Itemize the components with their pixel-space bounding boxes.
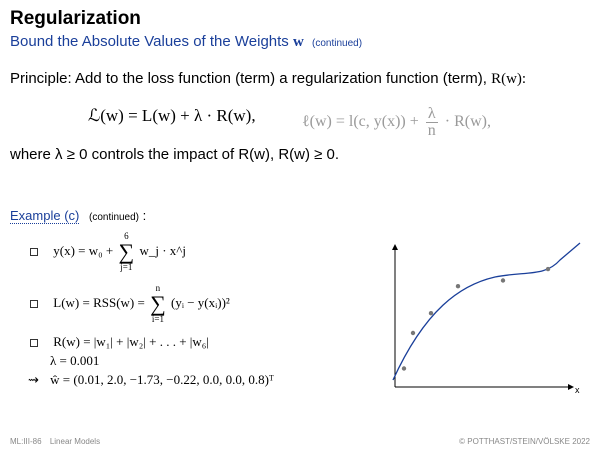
data-point-2 [410,330,416,336]
data-point-5 [500,278,506,283]
data-point-6 [545,266,551,272]
fraction-numerator: λ [425,106,438,123]
sigma-icon: ∑ [150,291,166,316]
slide-title: Regularization [10,8,141,29]
result-line: ⇝ ŵ = (0.01, 2.0, −1.73, −0.22, 0.0, 0.0… [28,372,274,388]
subtitle-text: Bound the Absolute Values of the Weights [10,33,289,50]
list-item-regularizer: R(w) = |w₁| + |w₂| + . . . + |w₆| λ = 0.… [30,334,209,369]
square-bullet-icon [30,339,38,348]
sigma-icon: ∑ [118,239,135,264]
formula-alt-rhs: · R(w), [444,113,491,131]
x-axis-label: x [575,385,580,395]
principle-line: Principle: Add to the loss function (ter… [10,70,526,88]
loss-lhs: L(w) = RSS(w) = [53,294,145,310]
example-note: (continued) [88,212,140,223]
lambda-line: λ = 0.001 [50,353,100,368]
regularizer-line: R(w) = |w₁| + |w₂| + . . . + |w₆| [53,334,209,349]
sum-bottom: j=1 [120,262,133,272]
sum-bottom: i=1 [151,314,164,324]
subtitle-note: (continued) [312,38,363,49]
sum-symbol: n ∑ i=1 [150,284,166,324]
formula-alt: ℓ(w) = l(c, y(x)) + λ n · R(w), [302,106,491,139]
result-weights: ŵ = (0.01, 2.0, −1.73, −0.22, 0.0, 0.0, … [50,372,274,387]
data-point-4 [455,284,461,289]
footer-right: © POTTHAST/STEIN/VÖLSKE 2022 [459,437,590,446]
fitted-curve [392,242,581,381]
regression-plot: x [392,242,581,395]
square-bullet-icon [30,300,38,308]
example-colon: : [142,208,147,223]
model-rhs: w_j · x^j [139,242,186,258]
list-item-loss: L(w) = RSS(w) = n ∑ i=1 (yᵢ − y(xᵢ))² [30,284,230,324]
footer-title: Linear Models [49,437,101,446]
formula-main: ℒ(w) = L(w) + λ · R(w), [88,106,256,125]
slide-subtitle: Bound the Absolute Values of the Weights… [10,33,362,51]
leadsto-arrow-icon: ⇝ [28,372,39,387]
formula-alt-fraction: λ n [425,106,438,139]
sum-symbol: 6 ∑ j=1 [119,232,135,272]
example-heading: Example (c) (continued) : [10,208,147,224]
fraction-denominator: n [427,122,436,139]
principle-text: Principle: Add to the loss function (ter… [10,70,487,87]
footer-code: ML:III-86 [10,437,42,446]
sum-top: 6 [124,231,129,241]
footer-left: ML:III-86 Linear Models [10,437,100,446]
data-point-3 [428,311,434,316]
subtitle-symbol: w [292,34,304,50]
data-points [401,266,551,371]
data-point-1 [401,366,407,371]
example-link[interactable]: Example (c) [10,208,80,224]
principle-symbol: R(w): [491,71,527,87]
list-item-model: y(x) = w₀ + 6 ∑ j=1 w_j · x^j [30,232,186,272]
where-line: where λ ≥ 0 controls the impact of R(w),… [10,146,340,163]
formula-alt-lhs: ℓ(w) = l(c, y(x)) + [302,113,419,131]
sum-top: n [155,283,161,293]
model-lhs: y(x) = w₀ + [53,242,114,258]
square-bullet-icon [30,248,38,256]
loss-rhs: (yᵢ − y(xᵢ))² [171,294,230,310]
